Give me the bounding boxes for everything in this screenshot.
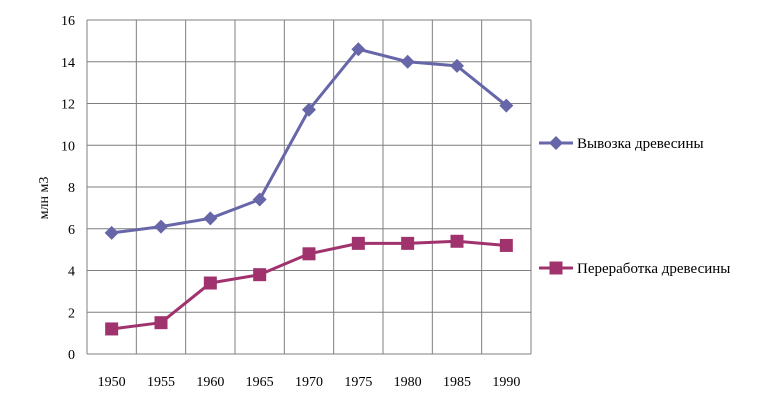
series-layer: [104, 42, 514, 336]
data-point: [351, 236, 365, 250]
data-point: [450, 234, 464, 248]
x-tick-label: 1975: [344, 375, 372, 390]
x-tick-label: 1955: [147, 375, 175, 390]
y-tick-label: 0: [68, 348, 75, 363]
y-tick-label: 12: [61, 98, 75, 113]
y-tick-label: 2: [68, 306, 75, 321]
data-point: [253, 268, 267, 282]
legend-item: Переработка древесины: [539, 261, 730, 277]
legend: Вывозка древесины Переработка древесины: [539, 136, 730, 277]
series-square: [105, 234, 513, 336]
chart-grid: [86, 19, 532, 355]
data-point: [203, 211, 218, 226]
data-point: [203, 276, 217, 290]
y-axis-label: млн м3: [37, 177, 52, 220]
legend-label: Переработка древесины: [577, 261, 730, 277]
legend-marker: [549, 261, 563, 275]
y-tick-label: 8: [68, 181, 75, 196]
data-point: [450, 58, 464, 73]
x-tick-label: 1965: [246, 375, 274, 390]
data-point: [252, 192, 267, 207]
x-tick-label: 1950: [98, 375, 126, 390]
x-tick-label: 1970: [295, 375, 323, 390]
data-point: [302, 102, 316, 117]
legend-marker: [549, 136, 563, 150]
data-point: [401, 236, 415, 250]
data-point: [302, 247, 316, 261]
x-tick-label: 1980: [394, 375, 422, 390]
x-tick-label: 1985: [443, 375, 471, 390]
data-point: [105, 322, 119, 336]
series-line: [111, 47, 508, 235]
legend-label: Вывозка древесины: [577, 136, 704, 152]
data-point: [154, 316, 168, 330]
data-point: [104, 225, 119, 240]
y-tick-label: 10: [61, 139, 75, 154]
series-diamond: [104, 42, 514, 240]
legend-item: Вывозка древесины: [539, 136, 704, 152]
y-tick-label: 14: [61, 56, 75, 71]
y-tick-label: 4: [68, 265, 75, 280]
x-tick-label: 1990: [492, 375, 520, 390]
x-axis-ticks: 1950 1955 1960 1965 1970 1975 1980 1985 1990: [98, 375, 521, 390]
y-tick-label: 16: [61, 14, 75, 29]
data-point: [351, 42, 366, 57]
y-axis-ticks: 0 2 4 6 8 10 12 14 16: [61, 14, 75, 363]
data-point: [499, 238, 513, 252]
data-point: [499, 98, 514, 113]
data-point: [154, 219, 168, 234]
y-tick-label: 6: [68, 223, 75, 238]
x-tick-label: 1960: [196, 375, 224, 390]
data-point: [400, 54, 415, 69]
